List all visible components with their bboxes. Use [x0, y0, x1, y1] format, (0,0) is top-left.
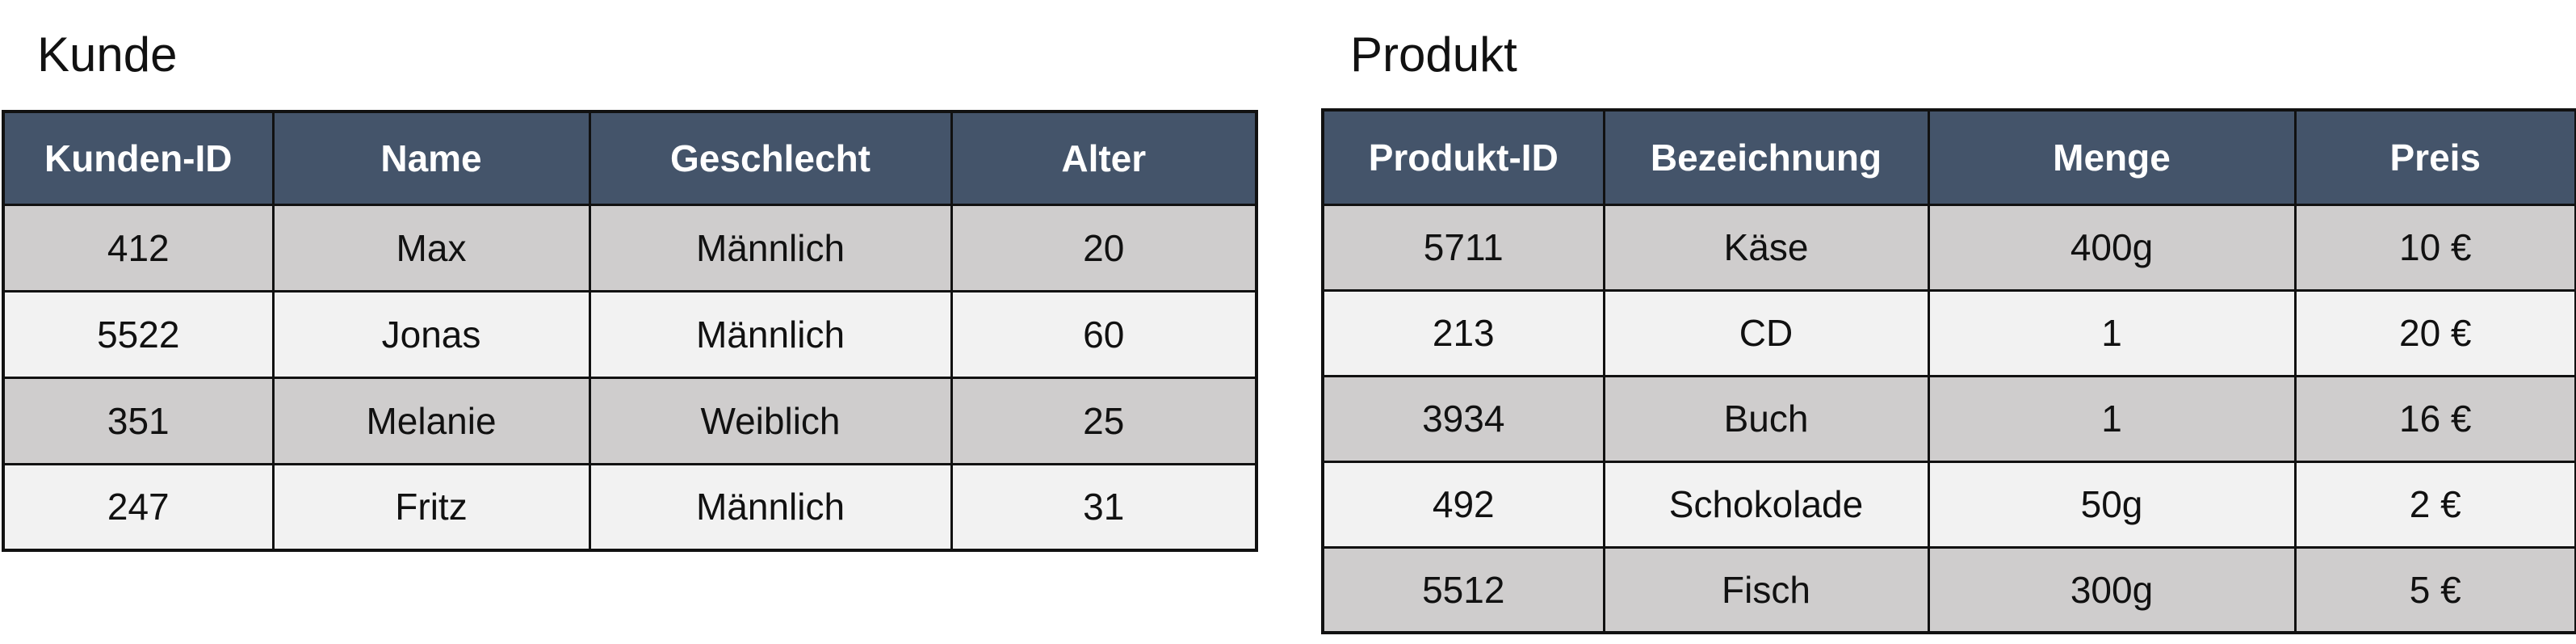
produkt-cell-menge: 1 [1927, 288, 2297, 377]
kunde-cell-alter: 20 [950, 203, 1258, 293]
produkt-cell-menge: 400g [1927, 203, 2297, 292]
kunde-table-title: Kunde [37, 27, 178, 82]
kunde-cell-name: Melanie [271, 376, 591, 465]
produkt-cell-produkt-id: 492 [1321, 460, 1605, 549]
produkt-cell-produkt-id: 3934 [1321, 374, 1605, 463]
kunde-cell-alter: 60 [950, 289, 1258, 379]
table-row: 351 Melanie Weiblich 25 [2, 376, 1258, 465]
produkt-cell-produkt-id: 5512 [1321, 545, 1605, 634]
produkt-header-row: Produkt-ID Bezeichnung Menge Preis [1321, 108, 2576, 206]
kunde-header-alter: Alter [950, 110, 1258, 206]
kunde-cell-kunden-id: 247 [2, 462, 275, 552]
produkt-header-produkt-id: Produkt-ID [1321, 108, 1605, 206]
kunde-cell-name: Max [271, 203, 591, 293]
table-row: 3934 Buch 1 16 € [1321, 374, 2576, 463]
kunde-cell-name: Fritz [271, 462, 591, 552]
produkt-header-preis: Preis [2293, 108, 2576, 206]
kunde-header-name: Name [271, 110, 591, 206]
table-row: 247 Fritz Männlich 31 [2, 462, 1258, 552]
produkt-table-title: Produkt [1350, 27, 1517, 82]
produkt-cell-bezeichnung: CD [1602, 288, 1930, 377]
produkt-cell-preis: 5 € [2293, 545, 2576, 634]
kunde-cell-alter: 25 [950, 376, 1258, 465]
produkt-cell-produkt-id: 5711 [1321, 203, 1605, 292]
produkt-cell-preis: 16 € [2293, 374, 2576, 463]
kunde-cell-geschlecht: Männlich [588, 203, 953, 293]
kunde-cell-kunden-id: 351 [2, 376, 275, 465]
produkt-cell-preis: 2 € [2293, 460, 2576, 549]
table-row: 5512 Fisch 300g 5 € [1321, 545, 2576, 634]
kunde-cell-geschlecht: Männlich [588, 462, 953, 552]
produkt-cell-menge: 300g [1927, 545, 2297, 634]
produkt-cell-bezeichnung: Käse [1602, 203, 1930, 292]
kunde-table: Kunden-ID Name Geschlecht Alter 412 Max … [2, 110, 1258, 552]
kunde-cell-kunden-id: 5522 [2, 289, 275, 379]
produkt-cell-menge: 1 [1927, 374, 2297, 463]
table-row: 492 Schokolade 50g 2 € [1321, 460, 2576, 549]
produkt-cell-produkt-id: 213 [1321, 288, 1605, 377]
kunde-cell-name: Jonas [271, 289, 591, 379]
produkt-cell-bezeichnung: Fisch [1602, 545, 1930, 634]
produkt-cell-preis: 10 € [2293, 203, 2576, 292]
table-row: 5711 Käse 400g 10 € [1321, 203, 2576, 292]
produkt-cell-bezeichnung: Schokolade [1602, 460, 1930, 549]
produkt-table: Produkt-ID Bezeichnung Menge Preis 5711 … [1321, 108, 2576, 634]
table-row: 213 CD 1 20 € [1321, 288, 2576, 377]
table-row: 5522 Jonas Männlich 60 [2, 289, 1258, 379]
produkt-header-menge: Menge [1927, 108, 2297, 206]
kunde-cell-alter: 31 [950, 462, 1258, 552]
kunde-cell-geschlecht: Weiblich [588, 376, 953, 465]
kunde-header-kunden-id: Kunden-ID [2, 110, 275, 206]
produkt-header-bezeichnung: Bezeichnung [1602, 108, 1930, 206]
produkt-cell-preis: 20 € [2293, 288, 2576, 377]
kunde-header-row: Kunden-ID Name Geschlecht Alter [2, 110, 1258, 206]
kunde-header-geschlecht: Geschlecht [588, 110, 953, 206]
produkt-cell-bezeichnung: Buch [1602, 374, 1930, 463]
produkt-cell-menge: 50g [1927, 460, 2297, 549]
kunde-cell-kunden-id: 412 [2, 203, 275, 293]
table-row: 412 Max Männlich 20 [2, 203, 1258, 293]
kunde-cell-geschlecht: Männlich [588, 289, 953, 379]
